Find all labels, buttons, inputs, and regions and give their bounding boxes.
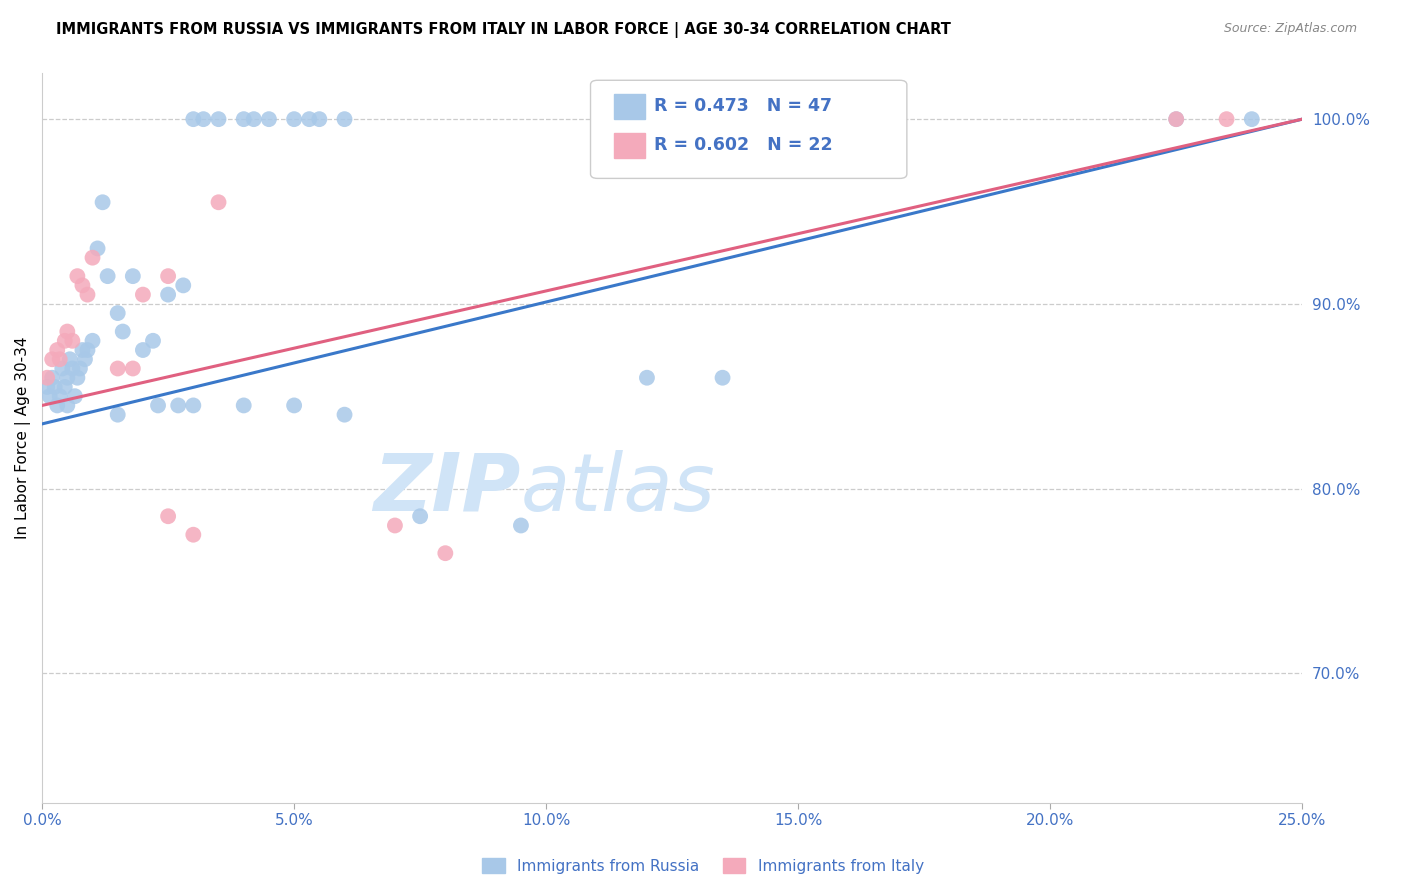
Point <box>1240 112 1263 127</box>
Point <box>53 380 76 394</box>
Point <box>72 343 94 357</box>
Point <box>510 518 533 533</box>
Point <box>157 269 180 284</box>
Point <box>72 278 94 293</box>
Point <box>181 527 204 541</box>
Point <box>38 389 60 403</box>
Point <box>146 399 169 413</box>
Point <box>82 334 104 348</box>
Point <box>298 112 321 127</box>
Point <box>107 306 129 320</box>
Text: R = 0.602   N = 22: R = 0.602 N = 22 <box>654 136 832 154</box>
Point <box>41 352 63 367</box>
Point <box>121 269 143 284</box>
Point <box>37 370 59 384</box>
Text: Source: ZipAtlas.com: Source: ZipAtlas.com <box>1223 22 1357 36</box>
Point <box>46 343 69 357</box>
Point <box>76 343 98 357</box>
Point <box>434 546 457 560</box>
Point <box>283 112 305 127</box>
Point <box>172 278 194 293</box>
Point <box>1166 112 1188 127</box>
Point <box>60 361 83 376</box>
Point <box>193 112 215 127</box>
Point <box>711 370 734 384</box>
Point <box>107 408 129 422</box>
Point <box>181 399 204 413</box>
Legend: Immigrants from Russia, Immigrants from Italy: Immigrants from Russia, Immigrants from … <box>477 852 929 880</box>
Point <box>91 195 114 210</box>
Text: R = 0.473   N = 47: R = 0.473 N = 47 <box>654 97 832 115</box>
Point <box>157 287 180 301</box>
Point <box>333 408 356 422</box>
Point <box>56 325 79 339</box>
Point <box>63 389 86 403</box>
Point <box>207 195 229 210</box>
Point <box>232 112 254 127</box>
Point <box>48 352 70 367</box>
Point <box>132 287 155 301</box>
Text: ZIP: ZIP <box>374 450 522 528</box>
Point <box>66 370 89 384</box>
Point <box>333 112 356 127</box>
Point <box>44 380 66 394</box>
Point <box>384 518 406 533</box>
Point <box>66 269 89 284</box>
Point <box>56 399 79 413</box>
Y-axis label: In Labor Force | Age 30-34: In Labor Force | Age 30-34 <box>15 336 31 539</box>
Text: atlas: atlas <box>522 450 716 528</box>
Text: IMMIGRANTS FROM RUSSIA VS IMMIGRANTS FROM ITALY IN LABOR FORCE | AGE 30-34 CORRE: IMMIGRANTS FROM RUSSIA VS IMMIGRANTS FRO… <box>56 22 950 38</box>
Point <box>283 399 305 413</box>
Point <box>409 509 432 524</box>
Point <box>56 370 79 384</box>
Point <box>308 112 330 127</box>
Point <box>51 361 73 376</box>
Point <box>37 380 59 394</box>
Point <box>76 287 98 301</box>
Point <box>69 361 91 376</box>
Point <box>1215 112 1237 127</box>
Point <box>207 112 229 127</box>
Point <box>142 334 165 348</box>
Point <box>111 325 134 339</box>
Point <box>41 370 63 384</box>
Point <box>121 361 143 376</box>
Point <box>86 242 108 256</box>
Point <box>167 399 190 413</box>
Point <box>53 334 76 348</box>
Point <box>82 251 104 265</box>
Point <box>46 399 69 413</box>
Point <box>243 112 266 127</box>
Point <box>257 112 280 127</box>
Point <box>97 269 120 284</box>
Point <box>48 389 70 403</box>
Point <box>636 370 658 384</box>
Point <box>59 352 82 367</box>
Point <box>157 509 180 524</box>
Point <box>107 361 129 376</box>
Point <box>73 352 96 367</box>
Point <box>60 334 83 348</box>
Point <box>1166 112 1188 127</box>
Point <box>181 112 204 127</box>
Point <box>232 399 254 413</box>
Point <box>132 343 155 357</box>
